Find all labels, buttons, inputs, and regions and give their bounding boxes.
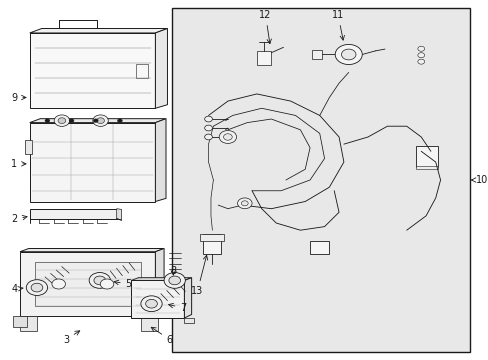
Bar	[141, 316, 158, 330]
Circle shape	[417, 46, 424, 51]
Text: 4: 4	[11, 284, 23, 294]
Circle shape	[204, 116, 212, 122]
Bar	[312, 50, 322, 59]
Polygon shape	[20, 252, 155, 316]
Circle shape	[334, 44, 362, 64]
Polygon shape	[131, 278, 191, 280]
Polygon shape	[30, 33, 155, 108]
Text: 2: 2	[11, 215, 27, 224]
Circle shape	[54, 115, 69, 126]
Bar	[136, 64, 148, 78]
Bar	[20, 316, 37, 330]
Polygon shape	[117, 209, 122, 220]
Bar	[203, 234, 220, 253]
Circle shape	[219, 131, 236, 143]
Bar	[416, 166, 437, 169]
Text: 1: 1	[11, 159, 26, 169]
Circle shape	[237, 198, 251, 209]
Bar	[416, 146, 437, 167]
Polygon shape	[30, 119, 165, 123]
Text: 9: 9	[11, 93, 26, 103]
Bar	[309, 241, 329, 253]
Polygon shape	[30, 209, 117, 219]
Polygon shape	[155, 28, 167, 108]
Polygon shape	[155, 119, 165, 202]
Circle shape	[204, 134, 212, 140]
Circle shape	[204, 125, 212, 131]
Circle shape	[93, 115, 108, 126]
Text: 7: 7	[168, 303, 186, 313]
Circle shape	[94, 276, 105, 285]
Bar	[200, 234, 223, 241]
Text: 6: 6	[151, 327, 173, 345]
Text: 5: 5	[114, 279, 132, 289]
Text: 13: 13	[191, 255, 207, 296]
Text: 3: 3	[63, 331, 80, 345]
Text: 10: 10	[470, 175, 487, 185]
Circle shape	[31, 283, 43, 292]
Text: 12: 12	[259, 10, 271, 44]
Circle shape	[26, 280, 47, 296]
Circle shape	[93, 119, 98, 122]
Bar	[35, 262, 141, 306]
Circle shape	[417, 59, 424, 64]
Circle shape	[58, 118, 65, 123]
Circle shape	[241, 201, 248, 206]
Polygon shape	[184, 278, 191, 318]
Circle shape	[97, 118, 104, 123]
Circle shape	[164, 273, 185, 288]
Circle shape	[341, 49, 355, 60]
Bar	[256, 51, 271, 65]
Circle shape	[45, 119, 50, 122]
Circle shape	[141, 296, 162, 312]
Polygon shape	[30, 123, 155, 202]
Circle shape	[145, 300, 157, 308]
Circle shape	[52, 279, 65, 289]
Circle shape	[417, 53, 424, 58]
Polygon shape	[131, 280, 184, 318]
Circle shape	[89, 273, 110, 288]
Polygon shape	[13, 316, 27, 327]
Bar	[172, 8, 468, 352]
Circle shape	[223, 134, 232, 140]
Text: 8: 8	[170, 266, 176, 276]
Circle shape	[100, 279, 114, 289]
Polygon shape	[30, 28, 167, 33]
Polygon shape	[20, 248, 164, 252]
Polygon shape	[155, 248, 164, 316]
Circle shape	[168, 276, 180, 285]
Bar	[25, 140, 32, 154]
Circle shape	[117, 119, 122, 122]
Circle shape	[69, 119, 74, 122]
Text: 11: 11	[331, 10, 344, 40]
Polygon shape	[184, 318, 194, 323]
